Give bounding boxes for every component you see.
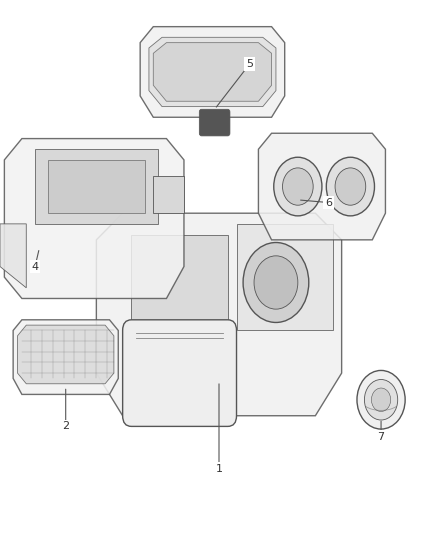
- Polygon shape: [237, 224, 333, 330]
- Text: 7: 7: [378, 432, 385, 442]
- Polygon shape: [96, 213, 342, 416]
- Text: 5: 5: [246, 59, 253, 69]
- Circle shape: [335, 168, 366, 205]
- Circle shape: [243, 243, 309, 322]
- Polygon shape: [149, 37, 276, 107]
- Polygon shape: [140, 27, 285, 117]
- Polygon shape: [131, 235, 228, 330]
- Circle shape: [371, 388, 391, 411]
- Circle shape: [364, 379, 398, 420]
- Circle shape: [326, 157, 374, 216]
- Circle shape: [274, 157, 322, 216]
- Polygon shape: [4, 139, 184, 298]
- Circle shape: [357, 370, 405, 429]
- Polygon shape: [48, 160, 145, 213]
- Text: 6: 6: [325, 198, 332, 207]
- Text: 4: 4: [32, 262, 39, 271]
- Polygon shape: [35, 149, 158, 224]
- Text: 1: 1: [215, 464, 223, 474]
- Polygon shape: [0, 224, 26, 288]
- Polygon shape: [153, 43, 272, 101]
- Polygon shape: [131, 330, 228, 346]
- FancyBboxPatch shape: [123, 320, 237, 426]
- Text: 2: 2: [62, 422, 69, 431]
- Polygon shape: [18, 325, 114, 384]
- Circle shape: [254, 256, 298, 309]
- Circle shape: [283, 168, 313, 205]
- Polygon shape: [258, 133, 385, 240]
- FancyBboxPatch shape: [199, 109, 230, 136]
- Polygon shape: [153, 176, 184, 213]
- Polygon shape: [13, 320, 118, 394]
